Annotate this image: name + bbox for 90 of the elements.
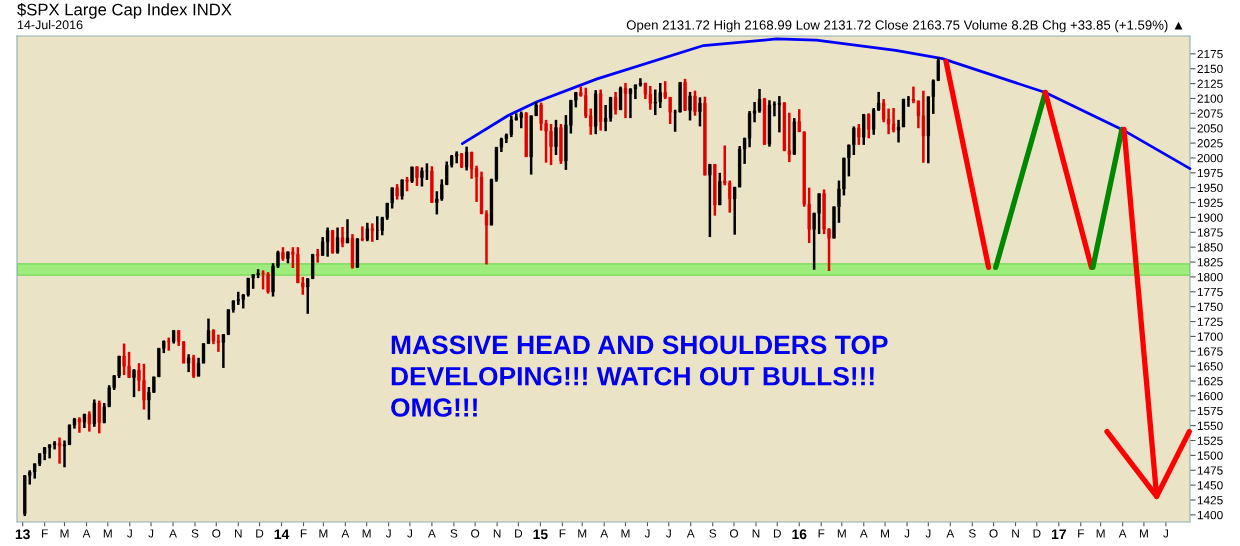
y-tick-label: 1775 [1197, 287, 1223, 297]
x-tick-label: A [427, 529, 436, 538]
y-tick-label: 1875 [1197, 228, 1223, 237]
x-tick-label: A [169, 529, 177, 538]
x-tick-label: 13 [15, 529, 30, 540]
y-tick-label: 2150 [1197, 64, 1223, 74]
x-tick-label: A [341, 529, 350, 538]
y-tick-label: 2125 [1197, 79, 1223, 88]
x-tick-label: F [1078, 529, 1084, 538]
y-tick-label: 1850 [1197, 243, 1223, 252]
x-tick-label: M [319, 529, 328, 538]
y-tick-label: 2175 [1197, 49, 1223, 59]
y-tick-label: 1975 [1197, 168, 1223, 178]
y-tick-label: 2000 [1197, 153, 1223, 163]
y-tick-label: 1475 [1197, 466, 1223, 475]
y-tick-label: 1575 [1197, 406, 1223, 416]
x-tick-label: J [925, 529, 931, 538]
x-tick-label: F [300, 529, 307, 538]
x-tick-label: M [60, 529, 69, 538]
x-tick-label: M [881, 529, 889, 538]
x-tick-label: A [82, 529, 91, 538]
x-tick-label: J [385, 529, 391, 538]
x-tick-label: N [752, 529, 760, 538]
x-tick-label: F [559, 529, 566, 538]
y-tick-label: 2025 [1197, 139, 1223, 148]
x-tick-label: 15 [533, 529, 548, 540]
x-tick-label: S [191, 529, 199, 538]
y-tick-label: 1500 [1197, 451, 1223, 460]
y-tick-label: 1650 [1197, 362, 1223, 371]
x-tick-label: M [362, 529, 371, 538]
y-tick-label: 1675 [1197, 347, 1223, 356]
x-tick-label: 16 [792, 529, 807, 540]
x-tick-label: S [450, 529, 458, 538]
x-tick-label: D [515, 529, 523, 538]
x-tick-label: A [1118, 529, 1127, 538]
y-tick-label: 2050 [1197, 124, 1223, 133]
x-tick-label: N [493, 529, 501, 538]
y-tick-label: 1625 [1197, 377, 1223, 386]
x-tick-label: O [729, 529, 739, 538]
x-tick-label: 14 [274, 529, 290, 540]
y-tick-label: 2100 [1197, 94, 1223, 103]
x-tick-label: J [644, 529, 650, 538]
y-tick-label: 1925 [1197, 198, 1223, 207]
x-tick-label: S [968, 529, 976, 538]
x-tick-label: M [578, 529, 587, 538]
x-tick-label: A [686, 529, 695, 538]
y-tick-label: 1600 [1197, 391, 1223, 401]
x-tick-label: M [1096, 529, 1105, 538]
y-tick-label: 1725 [1197, 317, 1223, 326]
annotation: MASSIVE HEAD AND SHOULDERS TOP DEVELOPING!!! WATCH OUT BULLS!!! OMG!!! [391, 335, 888, 417]
x-tick-label: D [256, 529, 264, 538]
x-tick-label: M [621, 529, 630, 538]
x-tick-label: A [859, 529, 868, 538]
y-tick-label: 1400 [1197, 510, 1223, 520]
y-tick-label: 2075 [1197, 109, 1223, 118]
x-tick-label: D [1033, 529, 1041, 538]
x-tick-label: A [600, 529, 609, 538]
y-tick-label: 1950 [1197, 183, 1223, 193]
y-tick-label: 1425 [1197, 496, 1223, 505]
x-tick-label: 17 [1051, 529, 1066, 540]
y-tick-label: 1800 [1197, 272, 1223, 282]
y-tick-label: 1700 [1197, 332, 1223, 341]
x-tick-label: D [773, 529, 781, 538]
x-tick-label: J [665, 529, 671, 538]
y-tick-label: 1550 [1197, 421, 1223, 431]
x-tick-label: F [42, 529, 48, 538]
y-tick-label: 1750 [1197, 302, 1223, 312]
x-tick-label: A [946, 529, 955, 538]
x-tick-label: J [407, 529, 412, 538]
x-tick-label: J [126, 529, 132, 538]
y-tick-label: 1825 [1197, 258, 1223, 267]
x-tick-label: O [212, 529, 221, 538]
y-tick-label: 1900 [1197, 213, 1223, 222]
x-tick-label: N [1012, 529, 1019, 538]
x-tick-label: O [471, 529, 480, 538]
x-tick-label: J [904, 529, 910, 538]
y-tick-label: 1525 [1197, 436, 1223, 445]
x-tick-label: M [103, 529, 112, 538]
x-tick-label: F [818, 529, 825, 538]
x-tick-label: J [148, 529, 154, 538]
text: Open 2131.72 High 2168.99 Low 2131.72 Close 2163.75 Volume 8.2B Chg +33.85 (+1.59%) ▲ [626, 20, 1183, 33]
x-tick-label: M [837, 529, 846, 538]
chart-title: $SPX Large Cap Index INDX [17, 3, 232, 19]
y-tick-label: 1450 [1197, 481, 1223, 490]
x-tick-label: M [1139, 529, 1148, 538]
x-tick-label: S [709, 529, 717, 538]
x-tick-label: J [1163, 529, 1168, 538]
chart-subtitle: 14-Jul-2016 [17, 20, 83, 30]
x-tick-label: O [989, 529, 998, 538]
x-tick-label: N [234, 529, 242, 538]
